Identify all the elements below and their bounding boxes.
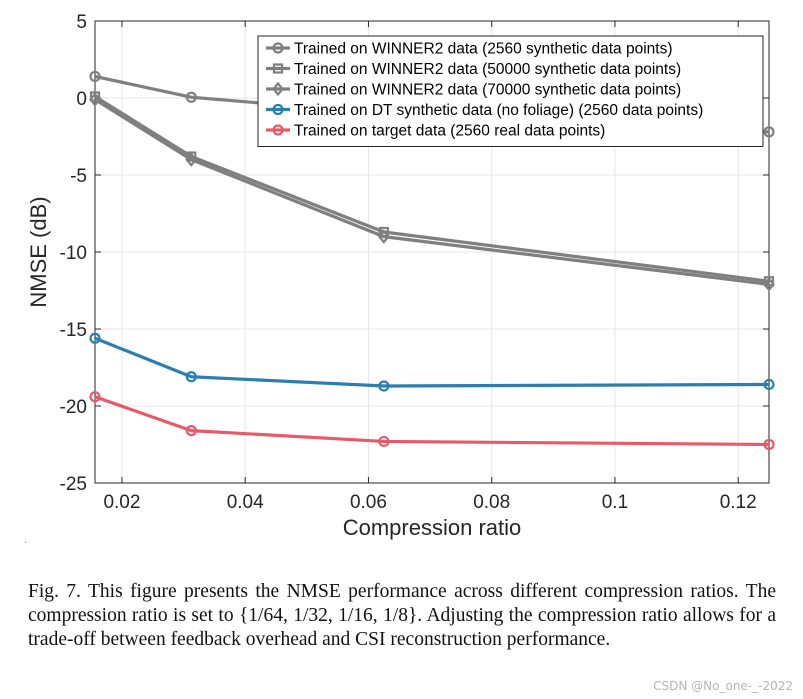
legend-marker	[272, 63, 284, 74]
series-4-point	[185, 371, 197, 383]
legend-marker	[272, 81, 284, 97]
x-axis: 0.02 0.04 0.06 0.08 0.1 0.12	[103, 21, 757, 513]
series-4-point	[378, 380, 390, 392]
y-tick-label: 0	[76, 89, 87, 110]
legend-label: Trained on WINNER2 data (70000 synthetic…	[294, 82, 681, 99]
y-axis-label: NMSE (dB)	[26, 196, 51, 307]
series-5-point	[89, 391, 101, 403]
series-4	[89, 332, 775, 392]
legend-item: Trained on WINNER2 data (70000 synthetic…	[266, 82, 681, 99]
series-3-point	[89, 92, 101, 107]
y-tick-label: 5	[76, 12, 87, 33]
x-tick-label: 0.1	[602, 492, 628, 513]
legend-item: Trained on target data (2560 real data p…	[266, 123, 605, 140]
series-1-point	[185, 91, 197, 103]
legend-marker	[272, 103, 284, 116]
legend-box	[257, 35, 764, 147]
legend: Trained on WINNER2 data (2560 synthetic …	[257, 35, 764, 147]
y-tick-label: -20	[60, 397, 87, 418]
series-1-point	[763, 126, 775, 138]
y-tick-label: -25	[60, 474, 87, 495]
series-4-point	[89, 332, 101, 344]
series-4-line	[94, 336, 770, 388]
x-tick-label: 0.02	[103, 492, 140, 513]
y-tick-label: -15	[60, 320, 87, 341]
legend-marker	[272, 42, 284, 54]
nmse-chart: 0.02 0.04 0.06 0.08 0.1 0.12 5 0 -5 -10 -15 -20 -25…	[26, 12, 775, 540]
series-5-point	[378, 435, 390, 448]
figure-caption: Fig. 7. This figure presents the NMSE pe…	[28, 581, 776, 650]
x-tick-label: 0.06	[350, 492, 387, 513]
legend-label: Trained on WINNER2 data (2560 synthetic …	[294, 41, 673, 58]
series-5	[89, 391, 775, 451]
series-5-point	[763, 438, 775, 451]
y-tick-label: -10	[60, 243, 87, 264]
series-3-point	[377, 229, 390, 244]
x-tick-label: 0.12	[720, 492, 757, 513]
series-2-line	[94, 95, 770, 283]
series-3-point	[763, 277, 775, 292]
y-axis: 5 0 -5 -10 -15 -20 -25	[60, 12, 769, 495]
legend-item: Trained on WINNER2 data (50000 synthetic…	[266, 61, 681, 78]
stray-mark: ·	[24, 538, 28, 549]
series-3-line	[94, 98, 770, 286]
legend-item: Trained on DT synthetic data (no foliage…	[266, 102, 703, 119]
legend-label: Trained on target data (2560 real data p…	[294, 123, 605, 140]
x-tick-label: 0.08	[473, 492, 510, 513]
legend-label: Trained on WINNER2 data (50000 synthetic…	[294, 61, 681, 78]
legend-label: Trained on DT synthetic data (no foliage…	[294, 102, 703, 119]
series-4-point	[763, 378, 775, 391]
legend-item: Trained on WINNER2 data (2560 synthetic …	[266, 41, 673, 58]
series-5-point	[185, 425, 197, 437]
legend-marker	[272, 124, 284, 136]
series-3	[89, 92, 775, 292]
x-tick-label: 0.04	[227, 492, 264, 513]
x-axis-label: Compression ratio	[343, 515, 522, 540]
series-1-point	[89, 70, 101, 83]
watermark: CSDN @No_one-_-2022	[653, 679, 793, 693]
series-5-line	[94, 395, 770, 447]
y-tick-label: -5	[70, 166, 87, 187]
series-3-point	[185, 152, 198, 167]
